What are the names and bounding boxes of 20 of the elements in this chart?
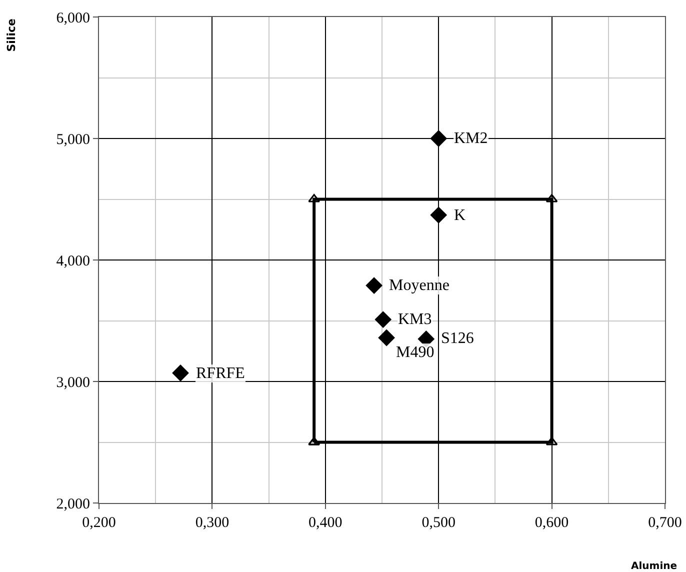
x-tick-label: 0,700 (648, 515, 682, 531)
x-tick-label: 0,400 (308, 515, 342, 531)
y-tick-label: 4,000 (56, 253, 90, 270)
y-tick-label: 2,000 (56, 496, 90, 512)
x-tick-label: 0,600 (534, 515, 569, 531)
y-tick-label: 5,000 (56, 132, 90, 148)
y-tick-label: 3,000 (56, 374, 90, 391)
x-tick-label: 0,300 (195, 515, 230, 531)
x-axis-title: Alumine (631, 561, 678, 572)
y-axis-title: Silice (4, 18, 18, 52)
series-label: K (454, 207, 466, 224)
series-label: Moyenne (389, 277, 450, 294)
x-tick-label: 0,200 (82, 515, 116, 531)
series-label: M490 (396, 344, 434, 361)
series-label: S126 (441, 330, 474, 347)
series-label: KM3 (398, 311, 432, 328)
series-label: RFRFE (196, 365, 245, 382)
series-label: KM2 (454, 130, 488, 147)
y-tick-label: 6,000 (56, 10, 90, 26)
x-tick-label: 0,500 (422, 515, 456, 531)
